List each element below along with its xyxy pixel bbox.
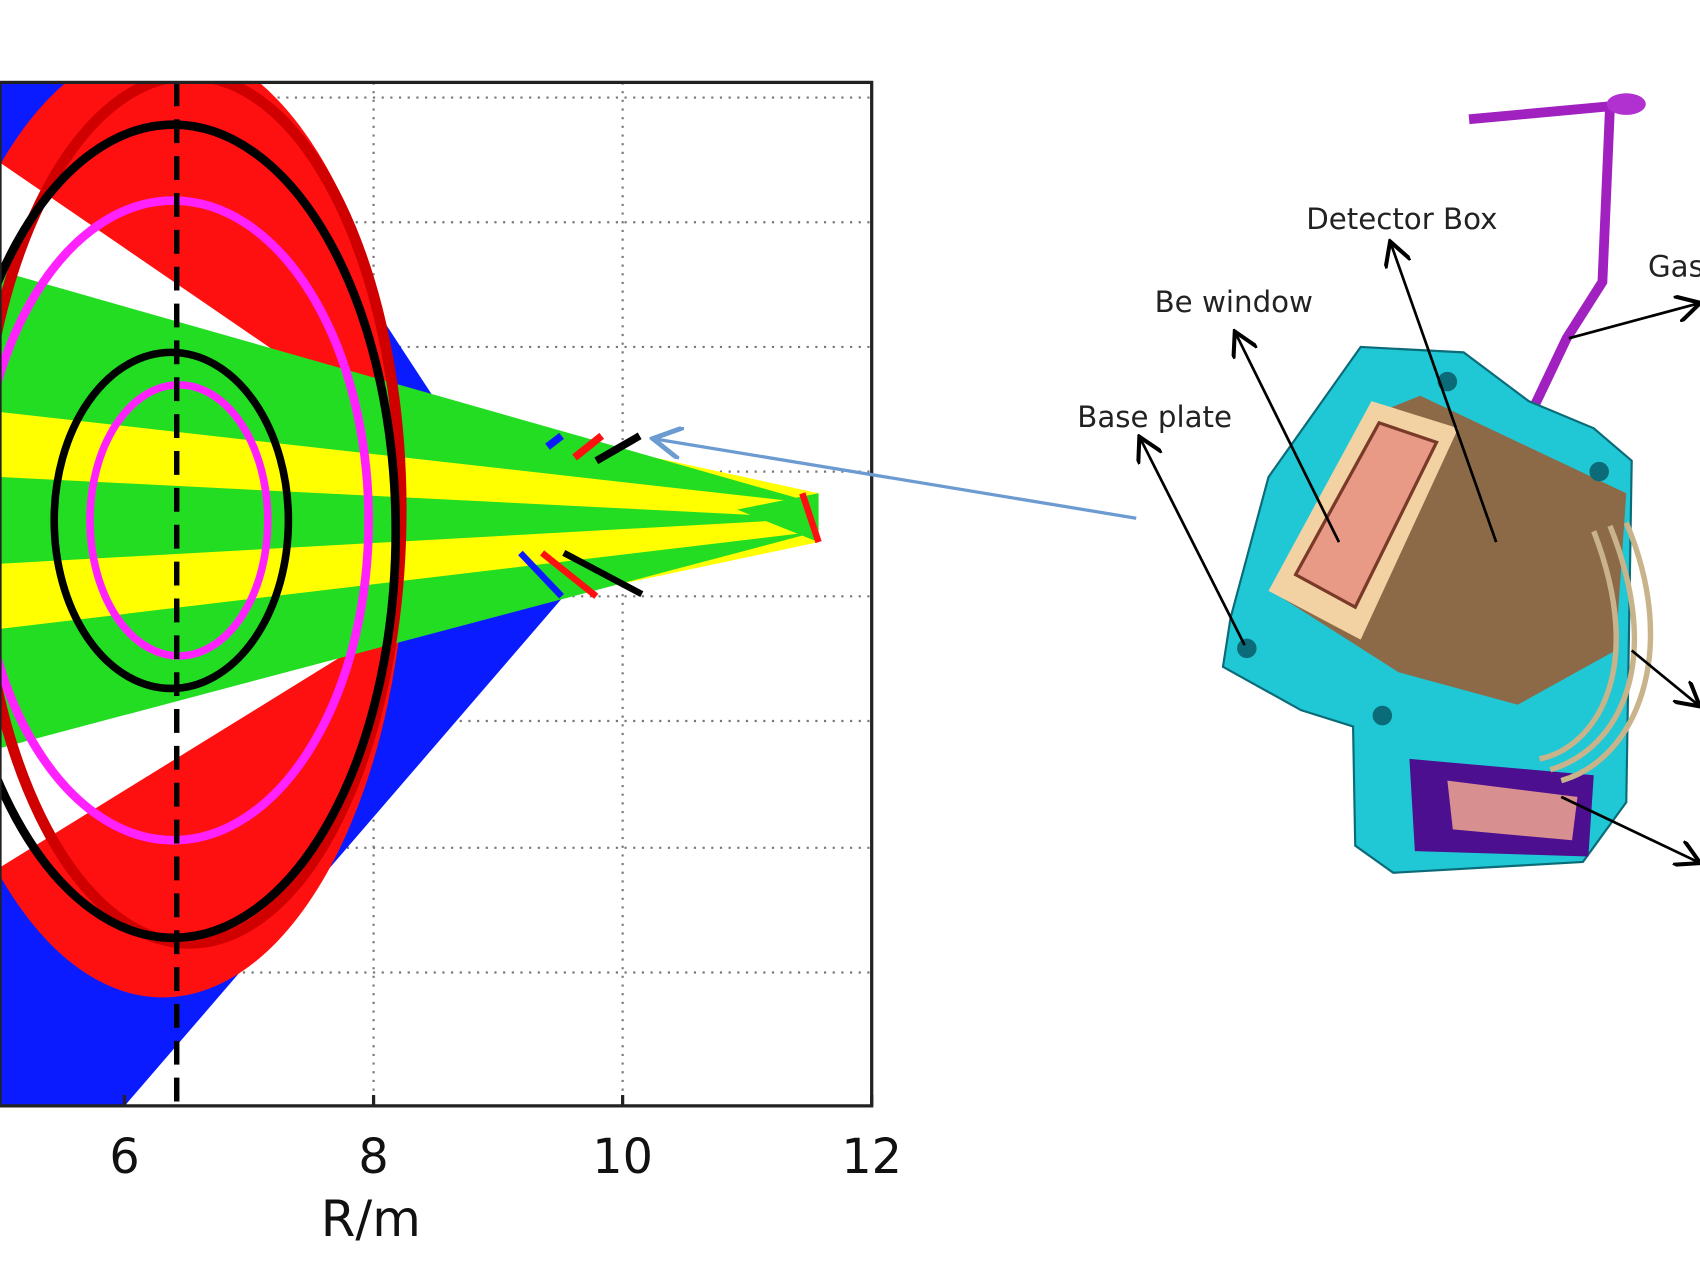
x-tick-label: 6 (109, 1130, 139, 1185)
detector-mark (545, 432, 564, 450)
connector-pins (1447, 780, 1578, 841)
gas-pipe (1468, 100, 1616, 409)
x-tick-label: 8 (358, 1130, 388, 1185)
part-label: Base plate (1077, 400, 1232, 434)
gas-pipe-end (1606, 93, 1646, 115)
detector-drawing (1221, 93, 1654, 874)
ray-fan-green (0, 477, 819, 564)
label-arrow (1630, 649, 1698, 705)
bolt (1237, 638, 1257, 659)
x-tick-label: 10 (592, 1130, 653, 1185)
flux-surface (50, 348, 293, 693)
label-arrow (1560, 795, 1698, 862)
part-label: Detector Box (1306, 202, 1497, 236)
x-tick-label: 12 (841, 1130, 902, 1185)
ray-fan-green (0, 271, 819, 505)
detector-mark (540, 550, 599, 599)
detector-mark (562, 550, 644, 598)
detector-mark (572, 432, 605, 461)
label-arrows (1141, 244, 1698, 862)
label-arrow (1391, 244, 1498, 543)
vessel-outline (0, 82, 407, 949)
label-arrow (1568, 304, 1698, 340)
x-axis-label: R/m (321, 1190, 421, 1248)
flux-surface (0, 196, 373, 845)
ray-fan-green (0, 531, 819, 749)
label-arrow (1236, 334, 1341, 543)
plot-frame (0, 80, 874, 1108)
detector-mark (518, 550, 564, 599)
cable (1539, 530, 1619, 762)
bolt (1372, 705, 1393, 726)
cables (1539, 521, 1654, 784)
part-label: Be window (1155, 285, 1313, 319)
bolt (1589, 461, 1609, 482)
plot-area (0, 82, 872, 1106)
cable (1560, 521, 1654, 784)
plasma-boundary (0, 120, 400, 943)
detector-mark (799, 492, 822, 544)
label-arrow (1141, 439, 1246, 646)
cable (1549, 524, 1638, 773)
part-label: Gas (1648, 249, 1700, 283)
detector-mark (594, 432, 642, 465)
pointer-arrow (656, 439, 1137, 520)
be-window (1293, 420, 1439, 610)
